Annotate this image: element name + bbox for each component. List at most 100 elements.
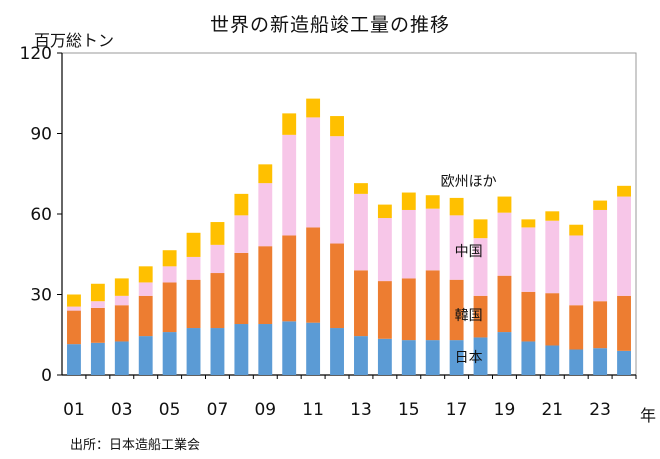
bar-segment-korea <box>377 281 392 339</box>
bar-segment-china <box>521 227 536 292</box>
bar-segment-japan <box>569 349 584 375</box>
bar-segment-korea <box>425 270 440 341</box>
bar-segment-korea <box>401 278 416 341</box>
y-tick-label: 60 <box>30 205 52 225</box>
bar-segment-korea <box>569 305 584 350</box>
bar-segment-europe_others <box>114 278 129 296</box>
bar-segment-japan <box>90 342 105 375</box>
bar-segment-korea <box>354 270 368 337</box>
source-note: 出所：日本造船工業会 <box>70 438 201 453</box>
x-tick-label: 07 <box>207 400 229 420</box>
bar-segment-china <box>282 134 297 236</box>
series-label: 韓国 <box>455 308 483 324</box>
x-tick-label: 21 <box>541 400 563 420</box>
bar-segment-china <box>425 208 440 271</box>
bar-segment-korea <box>234 252 249 325</box>
chart-title: 世界の新造船竣工量の推移 <box>209 14 450 36</box>
bar-segment-japan <box>545 345 560 375</box>
bar-segment-japan <box>497 332 512 375</box>
bar-segment-europe_others <box>90 283 105 302</box>
bar-segment-japan <box>162 332 177 375</box>
bar-segment-china <box>234 215 249 253</box>
y-tick-label: 0 <box>41 366 52 386</box>
bar-segment-china <box>377 218 392 282</box>
bar-segment-china <box>497 212 512 276</box>
bar-segment-europe_others <box>306 98 321 118</box>
bar-segment-europe_others <box>521 219 536 228</box>
bar-segment-japan <box>186 328 201 375</box>
bar-segment-europe_others <box>258 164 273 184</box>
bar-segment-japan <box>593 348 608 375</box>
bar-segment-korea <box>162 282 177 333</box>
bar-segment-europe_others <box>354 183 368 194</box>
x-tick-label: 23 <box>589 400 611 420</box>
x-tick-label: 09 <box>254 400 276 420</box>
bar-segment-korea <box>545 293 560 346</box>
bar-segment-china <box>449 215 464 280</box>
bar-segment-korea <box>593 301 608 349</box>
bar-segment-japan <box>449 340 464 375</box>
bar-segment-korea <box>90 307 105 343</box>
bar-segment-korea <box>306 227 321 323</box>
bar-segment-china <box>114 295 129 306</box>
y-axis-unit-label: 百万総トン <box>34 31 115 50</box>
bar-segment-korea <box>449 279 464 341</box>
x-axis-year-suffix: 年 <box>640 406 657 425</box>
bar-segment-europe_others <box>449 197 464 216</box>
bar-segment-japan <box>401 340 416 375</box>
bar-segment-europe_others <box>282 113 297 135</box>
bar-segment-china <box>401 209 416 279</box>
bar-segment-korea <box>473 295 488 338</box>
x-tick-label: 13 <box>350 400 372 420</box>
x-tick-label: 19 <box>494 400 516 420</box>
y-tick-label: 90 <box>30 125 52 145</box>
bar-segment-europe_others <box>593 200 608 210</box>
bar-segment-korea <box>67 310 81 345</box>
bar-segment-europe_others <box>617 185 631 197</box>
bar-segment-europe_others <box>497 196 512 213</box>
bar-segment-japan <box>473 337 488 375</box>
series-label: 中国 <box>455 244 483 260</box>
bar-segment-korea <box>258 246 273 325</box>
bar-segment-japan <box>617 350 631 375</box>
bar-segment-china <box>473 238 488 296</box>
bar-segment-china <box>545 220 560 294</box>
bar-segment-japan <box>234 324 249 375</box>
bar-segment-japan <box>114 341 129 375</box>
bar-segment-europe_others <box>330 116 344 137</box>
bar-segment-korea <box>114 305 129 342</box>
bar-segment-japan <box>521 341 536 375</box>
bar-segment-china <box>90 301 105 308</box>
bar-segment-japan <box>258 324 273 375</box>
bar-segment-japan <box>138 336 153 375</box>
x-tick-label: 01 <box>63 400 85 420</box>
bar-segment-japan <box>377 338 392 375</box>
x-tick-label: 17 <box>446 400 468 420</box>
bar-segment-japan <box>354 336 368 375</box>
bar-segment-europe_others <box>425 195 440 209</box>
bar-segment-europe_others <box>545 211 560 221</box>
bar-segment-europe_others <box>377 204 392 219</box>
y-tick-label: 30 <box>30 286 52 306</box>
bar-segment-europe_others <box>234 193 249 216</box>
bar-segment-europe_others <box>210 222 225 245</box>
x-tick-label: 15 <box>398 400 420 420</box>
bar-segment-europe_others <box>473 219 488 239</box>
bar-segment-korea <box>617 295 631 351</box>
bar-segment-europe_others <box>401 192 416 210</box>
bar-segment-china <box>210 244 225 274</box>
x-tick-label: 11 <box>302 400 324 420</box>
bar-segment-china <box>569 235 584 306</box>
bar-segment-europe_others <box>569 224 584 236</box>
bar-segment-korea <box>210 273 225 329</box>
bar-segment-europe_others <box>186 232 201 257</box>
series-label: 欧州ほか <box>441 174 497 190</box>
bar-segment-japan <box>210 328 225 375</box>
bar-segment-china <box>306 117 321 228</box>
bar-segment-korea <box>186 279 201 329</box>
bar-segment-china <box>67 306 81 311</box>
bar-segment-china <box>330 136 344 244</box>
y-tick-label: 120 <box>20 44 52 64</box>
bar-segment-korea <box>282 235 297 322</box>
